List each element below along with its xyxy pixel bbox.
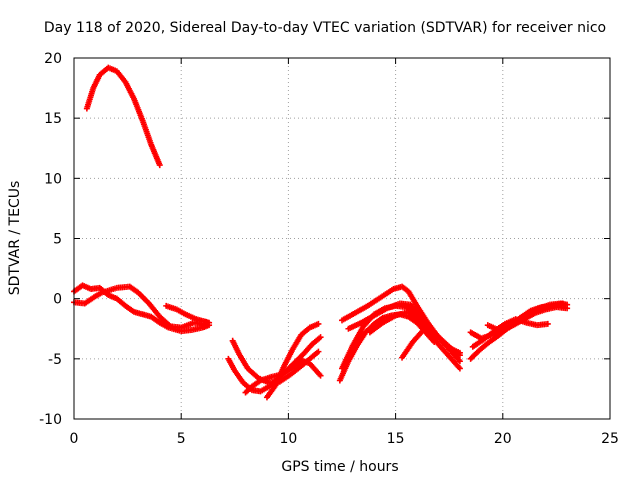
data-point (559, 300, 566, 307)
data-point (315, 320, 322, 327)
y-tick-label: -5 (48, 352, 62, 368)
series-s8 (263, 320, 322, 401)
series-s1 (83, 64, 163, 169)
series-s18 (484, 300, 566, 333)
data-point (564, 305, 571, 312)
y-tick-labels: -10 -5 0 5 10 15 20 (39, 51, 62, 428)
y-tick-label: 15 (44, 111, 62, 127)
y-tick-label: -10 (39, 412, 62, 428)
data-point (317, 334, 324, 341)
series-s17 (469, 316, 551, 350)
y-tick-label: 10 (44, 171, 62, 187)
series-s14 (399, 326, 463, 361)
x-tick-label: 25 (601, 431, 619, 447)
grid-lines (74, 58, 610, 419)
data-point (206, 319, 213, 326)
x-tick-labels: 0 5 10 15 20 25 (70, 431, 619, 447)
y-tick-label: 0 (53, 292, 62, 308)
x-tick-label: 0 (70, 431, 79, 447)
data-point (315, 348, 322, 355)
axis-ticks (73, 57, 611, 420)
x-tick-label: 5 (177, 431, 186, 447)
series-s2 (71, 282, 213, 335)
y-axis-label: SDTVAR / TECUs (7, 181, 23, 296)
data-point (156, 162, 163, 169)
data-point (544, 320, 551, 327)
y-tick-label: 5 (53, 232, 62, 248)
data-point (456, 352, 463, 359)
chart-title: Day 118 of 2020, Sidereal Day-to-day VTE… (44, 20, 606, 36)
data-point (317, 372, 324, 379)
x-tick-label: 20 (494, 431, 512, 447)
x-tick-label: 10 (279, 431, 297, 447)
series-s4 (163, 302, 213, 326)
series-s3 (71, 283, 210, 331)
x-axis-label: GPS time / hours (281, 459, 398, 475)
y-tick-label: 20 (44, 51, 62, 67)
data-point (456, 358, 463, 365)
data-point (456, 365, 463, 372)
data-series (71, 64, 571, 401)
x-tick-label: 15 (387, 431, 405, 447)
